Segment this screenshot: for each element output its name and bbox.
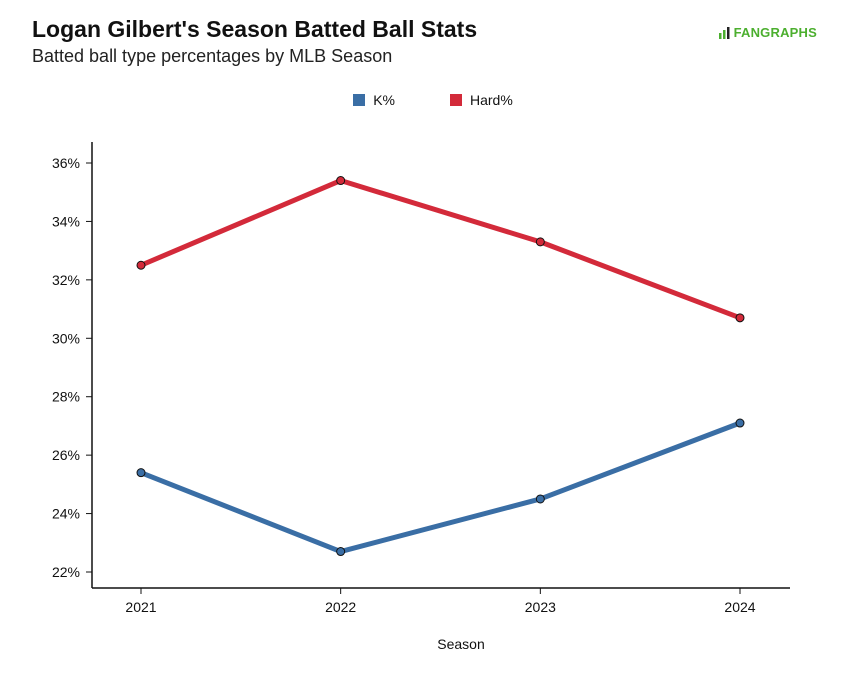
series-line-k-pct	[138, 420, 743, 555]
legend-label-hard-pct: Hard%	[470, 92, 513, 108]
x-axis-title: Season	[437, 636, 484, 652]
data-point-k-pct	[735, 418, 745, 428]
y-tick-label: 34%	[52, 213, 80, 229]
y-tick-label: 28%	[52, 389, 80, 405]
data-point-hard-pct	[136, 260, 146, 270]
x-tick-label: 2023	[525, 599, 556, 615]
data-point-hard-pct	[535, 237, 545, 247]
y-tick-label: 30%	[52, 330, 80, 346]
data-point-k-pct	[336, 547, 346, 557]
chart-legend: K% Hard%	[0, 92, 841, 108]
fangraphs-logo: FANGRAPHS	[718, 25, 817, 40]
legend-item-k-pct: K%	[353, 92, 395, 108]
y-tick-label: 22%	[52, 564, 80, 580]
fangraphs-logo-icon	[718, 26, 730, 39]
data-point-hard-pct	[735, 313, 745, 323]
y-tick-label: 36%	[52, 155, 80, 171]
series-line-hard-pct	[138, 178, 743, 321]
data-point-hard-pct	[336, 176, 346, 186]
chart-title: Logan Gilbert's Season Batted Ball Stats	[32, 16, 478, 42]
chart-subtitle: Batted ball type percentages by MLB Seas…	[32, 46, 393, 66]
x-tick-label: 2021	[125, 599, 156, 615]
data-point-k-pct	[136, 468, 146, 478]
legend-label-k-pct: K%	[373, 92, 395, 108]
y-tick-label: 26%	[52, 447, 80, 463]
x-tick-label: 2024	[724, 599, 755, 615]
legend-item-hard-pct: Hard%	[450, 92, 513, 108]
legend-swatch-k-pct	[353, 94, 366, 106]
legend-swatch-hard-pct	[450, 94, 462, 106]
x-tick-label: 2022	[325, 599, 356, 615]
fangraphs-logo-text: FANGRAPHS	[733, 25, 817, 40]
y-tick-label: 24%	[52, 506, 80, 522]
data-point-k-pct	[535, 494, 545, 504]
y-tick-label: 32%	[52, 272, 80, 288]
